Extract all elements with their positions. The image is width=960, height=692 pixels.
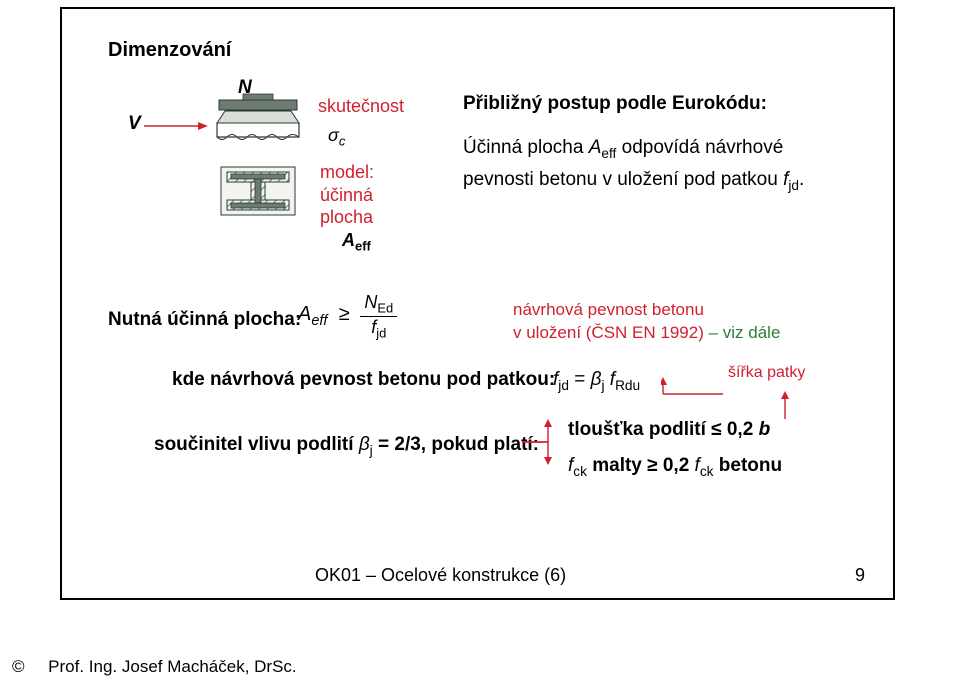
desc-aeff-sub: eff: [601, 146, 616, 161]
tl-b: b: [759, 419, 771, 440]
desc-fjd-sub: jd: [788, 178, 799, 193]
f1-a: A: [298, 303, 311, 325]
m-f1sub: ck: [573, 464, 587, 479]
den-sub: jd: [376, 325, 386, 340]
f2-eq: =: [569, 369, 591, 390]
desc-part3: .: [799, 169, 804, 190]
cross-section-image: [213, 91, 303, 146]
desc-text: Účinná plocha Aeff odpovídá návrhové pev…: [463, 133, 858, 196]
page: Dimenzování V N: [0, 0, 960, 692]
nutna-label: Nutná účinná plocha:: [108, 309, 301, 331]
f2-f2sub: Rdu: [615, 378, 640, 393]
sigma-letter: σ: [328, 125, 339, 145]
b-arrow-icon: [778, 391, 792, 421]
coef-t2: = 2/3, pokud platí:: [373, 434, 539, 455]
content-frame: Dimenzování V N: [60, 7, 895, 600]
coef-beta: β: [359, 434, 370, 455]
m-end: betonu: [714, 455, 783, 476]
tloustka-line: tloušťka podlití ≤ 0,2 b: [568, 419, 770, 441]
frac-num: NEd: [360, 292, 397, 316]
num-sub: Ed: [377, 301, 393, 316]
sirka-arrow-icon: [661, 377, 731, 399]
aeff-under-model: Aeff: [342, 229, 371, 255]
coef-line: součinitel vlivu podlití βj = 2/3, pokud…: [154, 434, 539, 458]
right-description: Přibližný postup podle Eurokódu: Účinná …: [463, 89, 858, 197]
diagram: V N: [128, 81, 408, 251]
malty-line: fck malty ≥ 0,2 fck betonu: [568, 455, 782, 479]
frac-den: fjd: [360, 316, 397, 341]
copyright: © Prof. Ing. Josef Macháček, DrSc.: [12, 657, 297, 677]
desc-part1: Účinná plocha: [463, 137, 589, 158]
f2-beta: β: [591, 369, 602, 390]
v-label: V: [128, 113, 141, 135]
v-letter: V: [128, 113, 141, 134]
approx-line: Přibližný postup podle Eurokódu:: [463, 89, 858, 119]
coef-t1: součinitel vlivu podlití: [154, 434, 359, 455]
nr-line2a: v uložení (ČSN EN 1992): [513, 323, 709, 342]
page-title: Dimenzování: [108, 39, 231, 62]
formula1-aeff: Aeff: [298, 303, 333, 325]
model-line2: účinná plocha: [320, 185, 373, 228]
nr-line2b: – viz dále: [709, 323, 781, 342]
sirka-label: šířka patky: [728, 364, 805, 382]
footer-page-number: 9: [855, 565, 865, 586]
desc-aeff: A: [589, 137, 602, 158]
f2-f2: f: [605, 369, 616, 390]
m-mid: malty ≥ 0,2: [587, 455, 695, 476]
fraction: NEd fjd: [360, 292, 397, 340]
content-area: Dimenzování V N: [108, 39, 864, 569]
footer-slide-title: OK01 – Ocelové konstrukce (6): [315, 565, 566, 586]
f2-fsub: jd: [558, 378, 569, 393]
kde-line: kde návrhová pevnost betonu pod patkou:: [172, 369, 555, 391]
tl-text: tloušťka podlití ≤ 0,2: [568, 419, 759, 440]
formula-fjd: fjd = βj fRdu: [553, 369, 640, 393]
copyright-symbol: ©: [12, 657, 25, 676]
sigma-sub: c: [339, 134, 345, 149]
sigma-c-label: σc: [328, 125, 345, 149]
f1-asub: eff: [311, 313, 327, 329]
model-label: model: účinná plocha Aeff: [320, 161, 408, 254]
model-line1: model:: [320, 162, 374, 182]
m-f2sub: ck: [700, 464, 714, 479]
skutecnost-label: skutečnost: [318, 96, 404, 117]
ge-sign: ≥: [339, 303, 350, 325]
v-arrow-icon: [142, 119, 212, 133]
navrh-desc: návrhová pevnost betonu v uložení (ČSN E…: [513, 299, 780, 345]
copyright-name: Prof. Ing. Josef Macháček, DrSc.: [48, 657, 296, 676]
h-section-image: [213, 161, 303, 221]
aeff-var: A: [342, 230, 355, 250]
num-n: N: [364, 292, 377, 312]
nr-line1: návrhová pevnost betonu: [513, 300, 704, 319]
aeff-sub: eff: [355, 238, 371, 253]
formula-aeff: Aeff ≥ NEd fjd: [298, 292, 438, 346]
